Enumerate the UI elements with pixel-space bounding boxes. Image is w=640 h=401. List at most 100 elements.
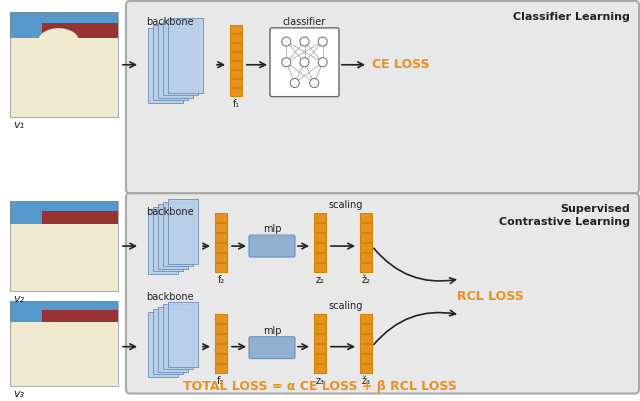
Text: v₂: v₂ xyxy=(13,294,24,304)
Text: z₂: z₂ xyxy=(316,275,324,285)
FancyBboxPatch shape xyxy=(249,235,295,257)
Bar xyxy=(230,61,242,69)
FancyBboxPatch shape xyxy=(163,304,193,369)
Bar xyxy=(215,354,227,363)
FancyBboxPatch shape xyxy=(163,202,193,267)
Bar xyxy=(230,79,242,87)
Bar xyxy=(360,243,372,252)
Bar xyxy=(215,314,227,323)
Bar xyxy=(360,253,372,262)
Circle shape xyxy=(310,79,319,87)
Bar xyxy=(360,213,372,222)
Text: Classifier Learning: Classifier Learning xyxy=(513,12,630,22)
Bar xyxy=(314,334,326,343)
Text: ž₂: ž₂ xyxy=(362,275,371,285)
Bar xyxy=(314,233,326,242)
Bar xyxy=(215,324,227,333)
FancyBboxPatch shape xyxy=(126,1,639,193)
Bar xyxy=(314,364,326,373)
Bar xyxy=(360,334,372,343)
Bar xyxy=(10,201,118,233)
Bar xyxy=(314,344,326,352)
Bar xyxy=(314,263,326,272)
FancyBboxPatch shape xyxy=(153,25,188,100)
Bar xyxy=(360,324,372,333)
Bar xyxy=(42,310,118,356)
Text: v₁: v₁ xyxy=(13,119,24,130)
Text: classifier: classifier xyxy=(283,17,326,27)
Circle shape xyxy=(318,37,327,46)
FancyBboxPatch shape xyxy=(148,209,178,274)
Text: z₃: z₃ xyxy=(316,376,324,386)
Circle shape xyxy=(282,37,291,46)
Bar xyxy=(10,12,118,49)
Circle shape xyxy=(282,58,291,67)
FancyBboxPatch shape xyxy=(163,20,198,95)
FancyBboxPatch shape xyxy=(249,337,295,358)
Text: v₃: v₃ xyxy=(13,389,24,399)
Text: f₃: f₃ xyxy=(218,376,225,386)
FancyBboxPatch shape xyxy=(158,307,188,372)
Text: Supervised: Supervised xyxy=(560,204,630,214)
Text: backbone: backbone xyxy=(146,292,194,302)
Circle shape xyxy=(300,58,309,67)
Text: scaling: scaling xyxy=(328,301,362,311)
Bar xyxy=(10,301,118,330)
Bar xyxy=(10,301,118,385)
Bar xyxy=(360,364,372,373)
Bar xyxy=(10,224,118,291)
Bar xyxy=(215,364,227,373)
Bar xyxy=(360,314,372,323)
Text: ž₃: ž₃ xyxy=(362,376,371,386)
Bar xyxy=(314,253,326,262)
Bar xyxy=(230,52,242,60)
Text: backbone: backbone xyxy=(146,17,194,27)
FancyBboxPatch shape xyxy=(168,199,198,264)
Bar xyxy=(42,211,118,260)
FancyBboxPatch shape xyxy=(148,28,183,103)
Bar xyxy=(230,25,242,33)
FancyBboxPatch shape xyxy=(270,28,339,97)
FancyBboxPatch shape xyxy=(148,312,178,377)
FancyBboxPatch shape xyxy=(158,23,193,97)
FancyBboxPatch shape xyxy=(126,193,639,393)
Bar xyxy=(314,354,326,363)
FancyBboxPatch shape xyxy=(153,207,183,271)
Bar xyxy=(360,263,372,272)
FancyBboxPatch shape xyxy=(168,18,203,93)
FancyBboxPatch shape xyxy=(168,302,198,367)
FancyBboxPatch shape xyxy=(153,309,183,374)
Bar xyxy=(215,233,227,242)
Bar xyxy=(215,344,227,352)
Circle shape xyxy=(318,58,327,67)
Bar xyxy=(10,322,118,385)
Bar xyxy=(360,223,372,232)
Circle shape xyxy=(300,37,309,46)
Bar xyxy=(215,223,227,232)
Bar xyxy=(215,243,227,252)
Text: mlp: mlp xyxy=(263,326,281,336)
Text: Contrastive Learning: Contrastive Learning xyxy=(499,217,630,227)
Bar xyxy=(314,243,326,252)
Bar xyxy=(360,344,372,352)
Text: f₂: f₂ xyxy=(218,275,225,285)
Text: CE LOSS: CE LOSS xyxy=(372,58,429,71)
Text: f₁: f₁ xyxy=(232,99,239,109)
Text: scaling: scaling xyxy=(328,200,362,210)
Text: mlp: mlp xyxy=(263,224,281,234)
Bar xyxy=(215,213,227,222)
Bar xyxy=(314,223,326,232)
Bar xyxy=(10,201,118,291)
Bar xyxy=(10,38,118,117)
Bar xyxy=(360,233,372,242)
Bar xyxy=(314,324,326,333)
Bar xyxy=(230,43,242,51)
Text: RCL LOSS: RCL LOSS xyxy=(456,290,524,304)
Bar xyxy=(230,88,242,95)
Bar xyxy=(314,314,326,323)
Circle shape xyxy=(290,79,300,87)
Bar xyxy=(230,34,242,42)
Bar xyxy=(10,12,118,117)
Text: TOTAL LOSS = α CE LOSS + β RCL LOSS: TOTAL LOSS = α CE LOSS + β RCL LOSS xyxy=(183,381,457,393)
FancyBboxPatch shape xyxy=(158,204,188,269)
